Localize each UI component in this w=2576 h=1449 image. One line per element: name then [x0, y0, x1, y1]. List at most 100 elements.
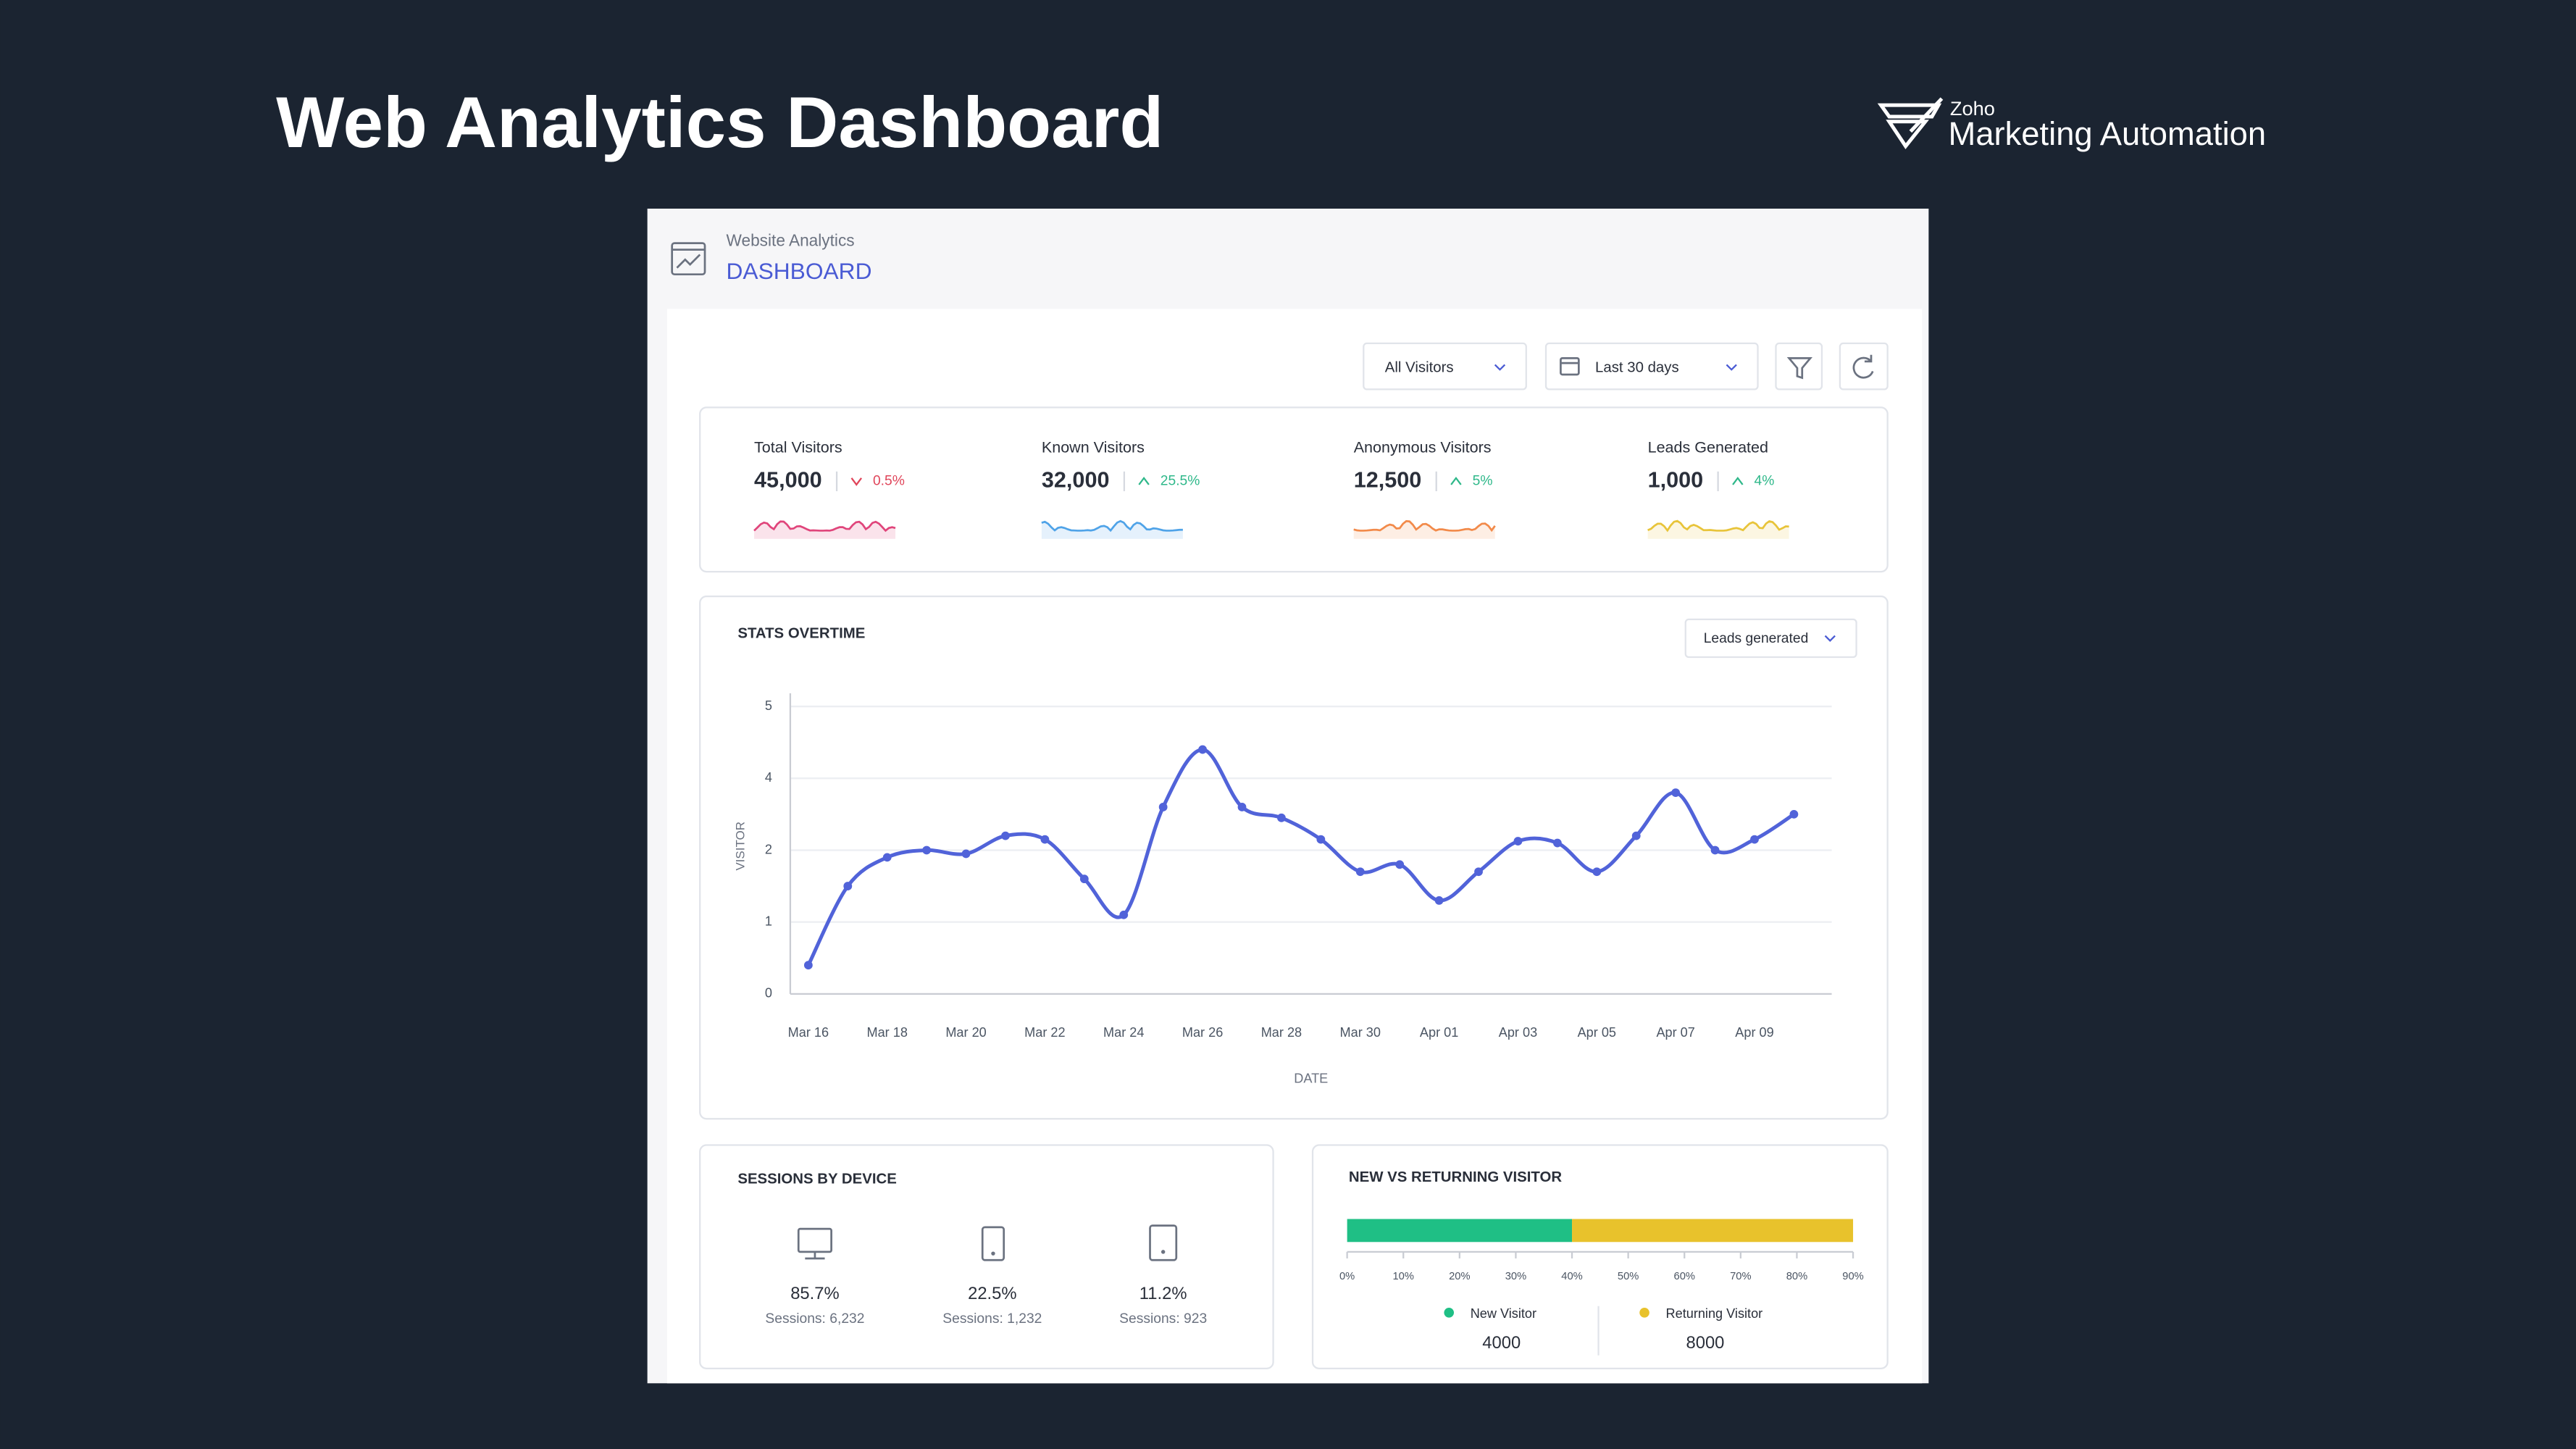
y-tick-label: 1 [765, 914, 772, 928]
kpi-value: 1,000 [1648, 467, 1704, 492]
point [843, 882, 853, 890]
calendar-icon [1560, 356, 1580, 376]
x-tick-label: 40% [1561, 1271, 1582, 1282]
brand-name: Marketing Automation [1949, 115, 2267, 152]
legend-dot [1444, 1307, 1455, 1318]
point [1119, 910, 1129, 919]
legend-count: 4000 [1482, 1333, 1521, 1353]
point [1750, 835, 1759, 844]
x-tick-label: 10% [1392, 1271, 1413, 1282]
point [1671, 788, 1681, 797]
filter-button[interactable] [1775, 342, 1823, 391]
chart-card [699, 595, 1889, 1120]
sparkline [753, 520, 896, 533]
x-tick-label: Apr 01 [1420, 1025, 1458, 1040]
point [1592, 867, 1602, 877]
y-tick-label: 5 [765, 698, 772, 713]
chart-title: STATS OVERTIME [737, 626, 865, 642]
kpi-label: Anonymous Visitors [1354, 439, 1492, 456]
brand-small: Zoho [1950, 97, 1995, 120]
kpi-value: 32,000 [1042, 467, 1110, 492]
x-tick-label: Apr 03 [1499, 1025, 1537, 1040]
mobile-icon [981, 1226, 1005, 1261]
split-chart: 0% 10% 20% 30% 40% 50% 60% 70% 80% 90% New Visitor… [1339, 1219, 1864, 1353]
point [961, 849, 971, 859]
date-filter[interactable] [1544, 342, 1759, 391]
point [882, 853, 892, 862]
chevron [1494, 364, 1506, 371]
point [1710, 845, 1720, 855]
trend-arrow [850, 477, 862, 486]
sparkline [1647, 519, 1789, 533]
refresh-icon [1852, 354, 1874, 379]
device-share: 22.5% [968, 1284, 1016, 1303]
x-tick-label: Apr 09 [1735, 1025, 1773, 1040]
trend-arrow [1450, 476, 1462, 485]
trend-arrow [1732, 476, 1744, 485]
analytics-icon [671, 242, 706, 276]
x-tick-label: 50% [1618, 1271, 1639, 1282]
x-tick-label: 70% [1730, 1271, 1751, 1282]
kpi-change: 5% [1473, 473, 1493, 488]
point [1789, 809, 1799, 819]
x-tick-label: Mar 28 [1261, 1025, 1302, 1040]
x-tick-label: 20% [1449, 1271, 1470, 1282]
section-label: Website Analytics [726, 230, 854, 249]
x-tick-label: 90% [1842, 1271, 1863, 1282]
split-card [1311, 1144, 1889, 1370]
sparkline-area [1647, 521, 1789, 539]
x-tick-label: Mar 26 [1182, 1025, 1223, 1040]
sessions-card [699, 1144, 1274, 1370]
kpi-value: 45,000 [754, 467, 822, 492]
point [1198, 745, 1207, 754]
visitor-filter[interactable] [1363, 342, 1527, 391]
bar-segment [1572, 1219, 1854, 1243]
device-share: 11.2% [1139, 1284, 1187, 1303]
point [1434, 896, 1444, 905]
x-tick-label: 80% [1786, 1271, 1807, 1282]
device-sessions: Sessions: 6,232 [765, 1311, 864, 1327]
point [1316, 835, 1326, 844]
sparkline [1353, 519, 1496, 533]
point [803, 961, 813, 970]
x-axis-label: DATE [1294, 1072, 1328, 1086]
x-tick-label: Mar 18 [867, 1025, 908, 1040]
device-sessions: Sessions: 1,232 [942, 1311, 1042, 1327]
refresh-button[interactable] [1839, 342, 1889, 391]
point [1237, 803, 1247, 811]
x-tick-label: Mar 30 [1340, 1025, 1381, 1040]
legend-label: Returning Visitor [1666, 1306, 1763, 1321]
point [922, 845, 932, 855]
desktop-icon [797, 1227, 832, 1260]
kpi-label: Known Visitors [1042, 439, 1145, 456]
trend-arrow [1138, 476, 1150, 485]
point [1158, 803, 1168, 811]
metric-dropdown[interactable] [1684, 618, 1857, 659]
dashboard-title: DASHBOARD [726, 258, 871, 284]
device-share: 85.7% [790, 1284, 839, 1303]
page-title: Web Analytics Dashboard [276, 83, 1163, 163]
point [1355, 867, 1365, 877]
y-axis-label: VISITOR [733, 822, 747, 871]
kpi-group: Total Visitors 45,000 0.5% Known Visitors 32… [753, 439, 1789, 539]
kpi-value: 12,500 [1354, 467, 1422, 492]
point [1040, 835, 1050, 844]
filter-icon [1786, 356, 1812, 380]
device-sessions: Sessions: 923 [1119, 1311, 1207, 1327]
metric-dropdown-text: Leads generated [1704, 631, 1809, 646]
point [1079, 874, 1089, 884]
y-tick-label: 0 [765, 986, 772, 1001]
y-tick-label: 4 [765, 770, 772, 785]
legend-dot [1639, 1307, 1649, 1318]
x-tick-label: Mar 22 [1024, 1025, 1065, 1040]
point [1631, 831, 1641, 840]
bar-segment [1347, 1219, 1573, 1243]
point [1552, 838, 1562, 848]
x-tick-label: Apr 05 [1578, 1025, 1616, 1040]
kpi-label: Leads Generated [1648, 439, 1768, 456]
split-title: NEW VS RETURNING VISITOR [1349, 1169, 1562, 1185]
y-tick-label: 2 [765, 842, 772, 856]
point [1395, 860, 1405, 869]
kpi-card [699, 406, 1889, 573]
